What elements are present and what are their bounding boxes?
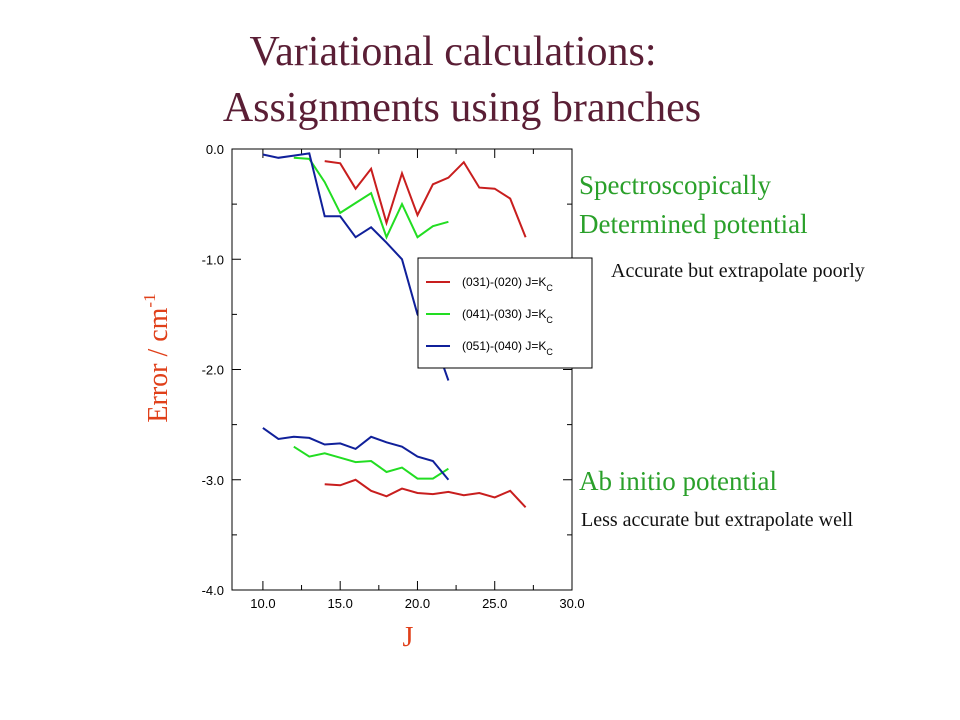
y-tick-label: -4.0 — [202, 583, 224, 598]
ab-initio-note: Less accurate but extrapolate well — [581, 509, 854, 531]
series-line-spectroscopic-1 — [324, 160, 527, 238]
series-line-ab_initio-1 — [324, 478, 527, 508]
x-tick-label: 25.0 — [482, 596, 507, 611]
series-line-spectroscopic-2 — [293, 156, 449, 240]
y-tick-label: -1.0 — [202, 252, 224, 267]
legend-label: (041)-(030) J=KC — [462, 307, 553, 325]
spectroscopic-note: Accurate but extrapolate poorly — [611, 260, 865, 282]
y-axis-label-superscript: -1 — [140, 293, 159, 307]
y-axis-label: Error / cm-1 — [140, 293, 174, 422]
y-tick-label: -2.0 — [202, 363, 224, 378]
ab-initio-label: Ab initio potential — [579, 466, 777, 496]
spectroscopic-label-line-2: Determined potential — [579, 209, 808, 239]
legend-label-subscript: C — [546, 347, 553, 357]
y-tick-label: -3.0 — [202, 473, 224, 488]
legend-label-subscript: C — [546, 283, 553, 293]
spectroscopic-label-line-1: Spectroscopically — [579, 170, 771, 200]
y-tick-label: 0.0 — [206, 142, 224, 157]
x-tick-label: 30.0 — [559, 596, 584, 611]
plot-frame — [231, 148, 573, 591]
legend-label-subscript: C — [546, 315, 553, 325]
series-line-ab_initio-3 — [262, 427, 450, 481]
x-axis-label: J — [403, 622, 414, 653]
x-tick-label: 15.0 — [328, 596, 353, 611]
slide-title-line-2: Assignments using branches — [222, 85, 702, 131]
series-line-ab_initio-2 — [293, 445, 449, 480]
x-tick-label: 10.0 — [250, 596, 275, 611]
legend-label: (051)-(040) J=KC — [462, 339, 553, 357]
slide-title-line-1: Variational calculations: — [249, 29, 657, 75]
x-tick-label: 20.0 — [405, 596, 430, 611]
legend-label: (031)-(020) J=KC — [462, 275, 553, 293]
